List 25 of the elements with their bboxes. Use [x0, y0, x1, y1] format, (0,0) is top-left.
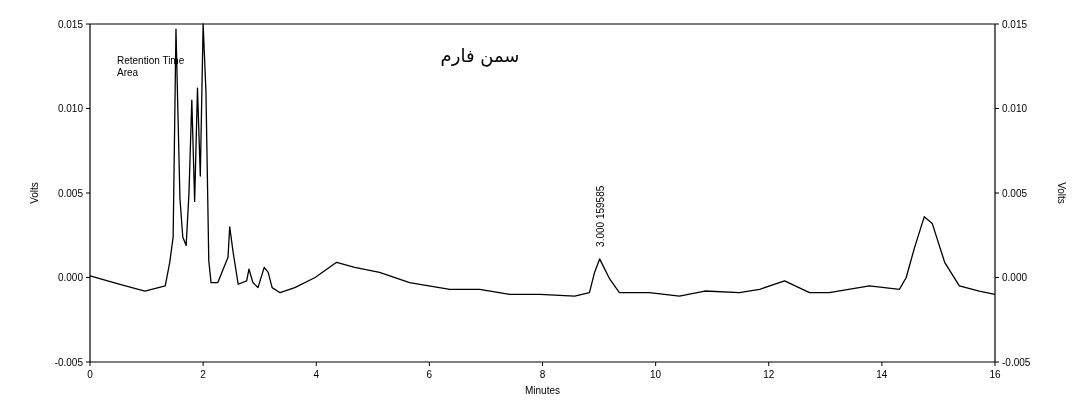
y2-tick-label: 0.010	[1002, 103, 1028, 114]
x-tick-label: 12	[763, 369, 775, 380]
y2-tick-label: 0.005	[1002, 187, 1028, 199]
y2-tick-label: -0.005	[1002, 356, 1031, 368]
y2-tick-label: 0.000	[1002, 272, 1028, 283]
y-tick-label: 0.005	[57, 187, 84, 199]
x-tick-label: 4	[313, 369, 320, 380]
x-tick-label: 16	[989, 369, 1001, 380]
x-tick-label: 8	[539, 369, 546, 380]
text: سمن فارم	[440, 45, 520, 67]
y-tick-label: 0.015	[57, 18, 84, 30]
y2-tick-label: 0.015	[1002, 18, 1028, 30]
x-axis-title: Minutes	[524, 385, 561, 396]
y2-axis-title: Volts	[1056, 182, 1067, 204]
y-tick-label: -0.005	[54, 356, 84, 368]
y-tick-label: 0.000	[57, 272, 84, 283]
x-tick-label: 10	[650, 369, 662, 380]
x-tick-label: 0	[87, 369, 94, 380]
annotation: 3.000 159585	[594, 185, 606, 247]
x-tick-label: 6	[426, 369, 433, 380]
y-tick-label: 0.010	[57, 103, 84, 114]
y-axis-title: Volts	[29, 182, 40, 204]
x-tick-label: 2	[200, 369, 207, 380]
annotation: Area	[117, 67, 139, 78]
x-tick-label: 14	[876, 369, 888, 380]
